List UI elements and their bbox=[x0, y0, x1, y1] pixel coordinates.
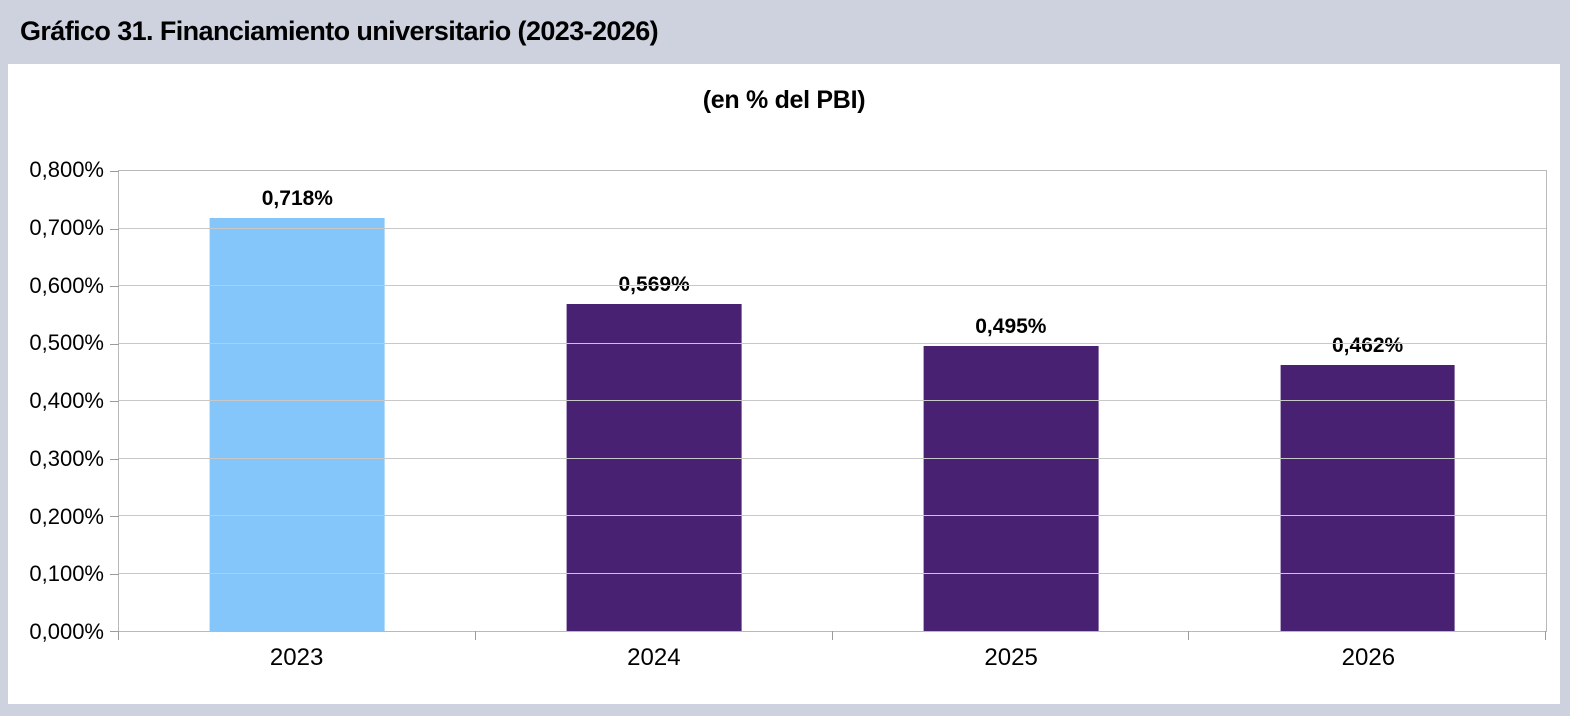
x-axis-label: 2023 bbox=[269, 644, 324, 671]
bar-2025 bbox=[923, 346, 1099, 631]
gridline bbox=[119, 457, 1546, 459]
bar-value-label: 0,462% bbox=[1332, 334, 1404, 358]
x-axis-label: 2024 bbox=[627, 644, 681, 671]
y-axis-tick bbox=[110, 631, 119, 632]
x-axis-tick bbox=[118, 631, 119, 640]
gridline bbox=[119, 400, 1546, 401]
bar-column-2025: 0,495% bbox=[833, 171, 1190, 631]
y-axis-label: 0,300% bbox=[29, 445, 104, 471]
x-axis-tick bbox=[474, 631, 476, 640]
bar-2024 bbox=[566, 303, 742, 631]
gridline bbox=[119, 342, 1546, 344]
y-axis-tick bbox=[110, 516, 119, 517]
chart-title: Gráfico 31. Financiamiento universitario… bbox=[20, 16, 659, 46]
chart-subtitle: (en % del PBI) bbox=[702, 86, 866, 114]
y-axis-label: 0,700% bbox=[29, 214, 104, 240]
y-axis-tick bbox=[110, 286, 119, 287]
gridline bbox=[119, 285, 1546, 286]
y-axis-tick bbox=[110, 458, 119, 460]
bar-value-label: 0,495% bbox=[975, 315, 1047, 339]
chart-panel: (en % del PBI) 0,000% 0,100% 0,200% 0,300% 0… bbox=[8, 64, 1560, 704]
plot-area: 0,718% 0,569% 0,495% 0,462% bbox=[110, 170, 1547, 640]
x-axis-tick bbox=[831, 631, 833, 640]
x-axis-label: 2026 bbox=[1341, 644, 1396, 671]
y-axis-tick bbox=[110, 573, 119, 575]
y-axis-label: 0,400% bbox=[29, 388, 104, 413]
y-axis-tick bbox=[110, 171, 119, 172]
y-axis-label: 0,600% bbox=[29, 272, 104, 298]
bar-value-label: 0,569% bbox=[618, 272, 690, 296]
x-axis-tick bbox=[1188, 631, 1190, 640]
y-axis-label: 0,000% bbox=[29, 619, 104, 644]
bar-column-2024: 0,569% bbox=[476, 171, 833, 631]
y-axis-label: 0,200% bbox=[29, 503, 104, 529]
y-axis-label: 0,100% bbox=[29, 561, 104, 587]
bar-2026 bbox=[1280, 365, 1456, 631]
bar-column-2026: 0,462% bbox=[1189, 171, 1546, 631]
bar-2023 bbox=[209, 218, 385, 631]
bar-value-label: 0,718% bbox=[261, 187, 333, 211]
x-axis-label: 2025 bbox=[984, 644, 1038, 671]
x-axis-labels: 2023 2024 2025 2026 bbox=[118, 644, 1547, 672]
y-axis-tick bbox=[110, 401, 119, 402]
y-axis-tick bbox=[110, 228, 119, 230]
gridline bbox=[119, 227, 1546, 229]
y-axis-labels: 0,000% 0,100% 0,200% 0,300% 0,400% 0,500% 0,60… bbox=[8, 157, 104, 644]
y-axis-label: 0,500% bbox=[29, 330, 104, 356]
bar-column-2023: 0,718% bbox=[119, 171, 476, 631]
gridline bbox=[119, 515, 1546, 516]
bar-series: 0,718% 0,569% 0,495% 0,462% bbox=[119, 171, 1546, 631]
y-axis-label: 0,800% bbox=[29, 157, 104, 182]
gridline bbox=[119, 572, 1546, 574]
x-axis-tick bbox=[1545, 631, 1546, 640]
y-axis-tick bbox=[110, 343, 119, 345]
